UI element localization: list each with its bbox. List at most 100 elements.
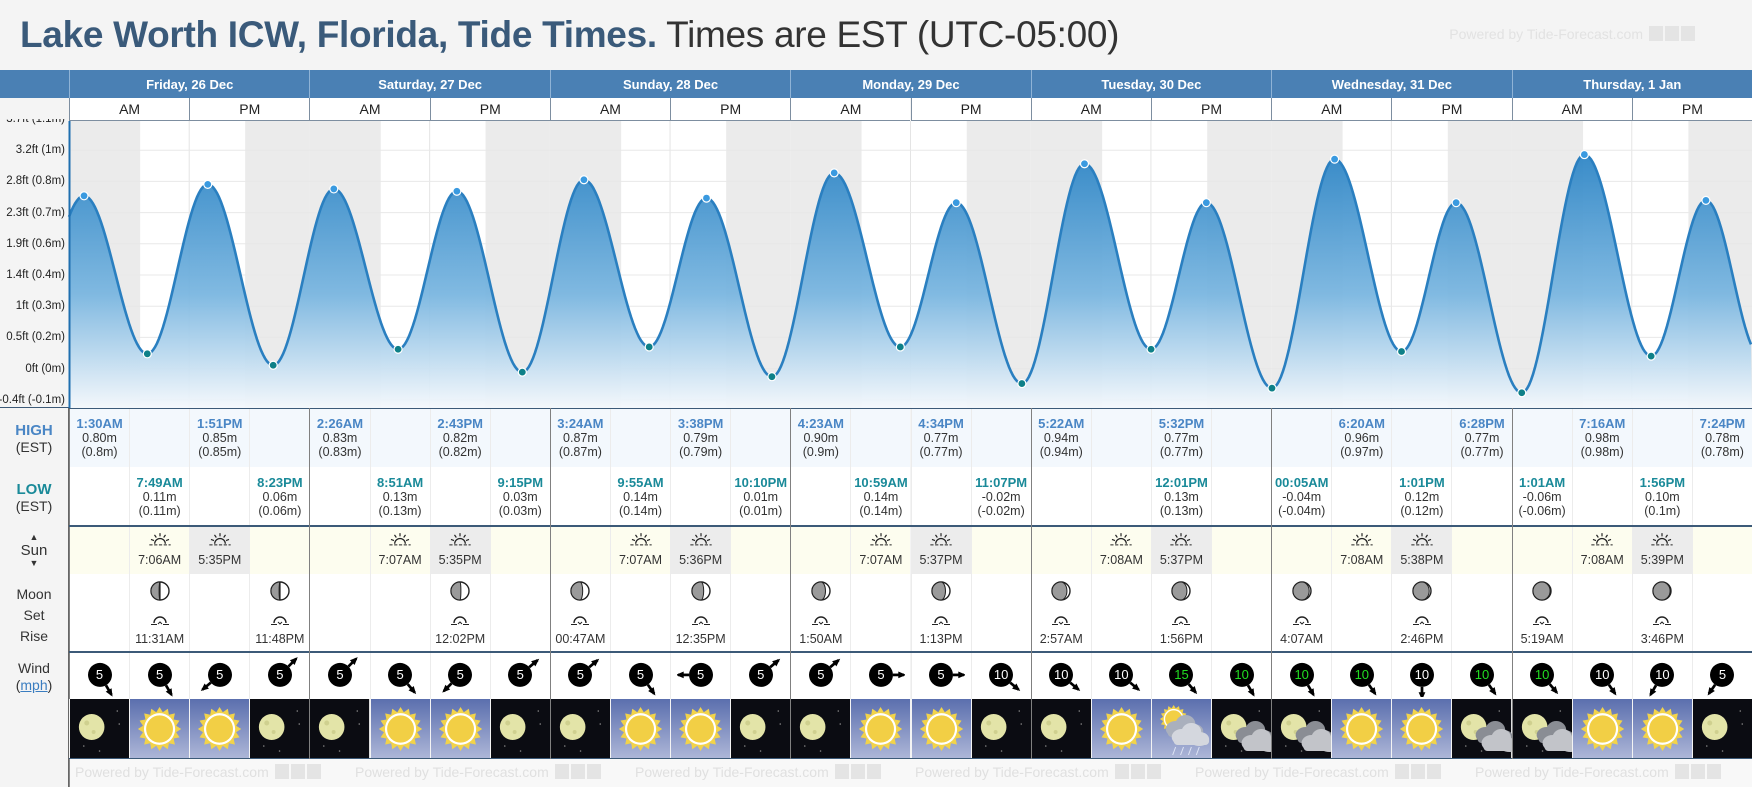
low-tide-point[interactable] bbox=[1517, 388, 1527, 398]
sun-cell: 5:37PM bbox=[1150, 526, 1212, 574]
high-tide-point[interactable] bbox=[1451, 198, 1461, 208]
low-tide-time: 10:59AM bbox=[854, 475, 908, 490]
low-tide-point[interactable] bbox=[1396, 346, 1407, 357]
moon-cell bbox=[730, 574, 791, 652]
high-tide-point[interactable] bbox=[579, 175, 589, 185]
moon-phase-icon bbox=[1532, 581, 1552, 601]
low-tide-point[interactable] bbox=[517, 367, 527, 377]
high-tide-height-alt: (0.77m) bbox=[1460, 445, 1504, 459]
sunset-icon bbox=[1651, 533, 1673, 546]
wind-speed: 5 bbox=[576, 666, 584, 682]
low-cell bbox=[549, 467, 610, 526]
low-tide-point[interactable] bbox=[767, 372, 777, 382]
header-corner-lower bbox=[0, 98, 69, 121]
wind-indicator: 10 bbox=[1218, 655, 1266, 697]
moonrise-time: 1:56PM bbox=[1159, 632, 1204, 646]
wind-indicator: 10 bbox=[977, 655, 1025, 697]
low-tide-point[interactable] bbox=[1146, 344, 1156, 354]
weather-cell bbox=[1572, 699, 1632, 759]
low-tide-point[interactable] bbox=[393, 344, 403, 354]
sunrise-time: 7:08AM bbox=[1099, 553, 1143, 567]
wind-direction-icon bbox=[1649, 662, 1675, 697]
high-cell: 2:26AM 0.83m (0.83m) bbox=[309, 408, 370, 467]
high-tide-point[interactable] bbox=[1201, 198, 1211, 208]
weather-night-icon bbox=[490, 699, 550, 759]
low-tide-point[interactable] bbox=[644, 342, 654, 352]
wind-unit-link[interactable]: mph bbox=[20, 677, 48, 693]
high-tide-point[interactable] bbox=[79, 191, 89, 201]
low-cell: 12:01PM 0.13m (0.13m) bbox=[1150, 467, 1212, 526]
wind-cell: 5 bbox=[730, 652, 791, 699]
low-tide-point[interactable] bbox=[895, 342, 905, 352]
moon-phase-icon bbox=[1171, 581, 1192, 601]
high-tide-point[interactable] bbox=[203, 179, 213, 189]
high-tide-point[interactable] bbox=[329, 184, 339, 194]
sun-label[interactable]: ▲ Sun ▼ bbox=[0, 526, 69, 574]
weather-cell bbox=[1272, 699, 1340, 759]
weather-day-icon bbox=[1091, 699, 1151, 759]
low-tide-height-alt: (0.13m) bbox=[378, 504, 422, 518]
high-tide-height-alt: (0.82m) bbox=[438, 445, 482, 459]
high-tide-point[interactable] bbox=[1579, 149, 1589, 160]
wind-indicator: 5 bbox=[136, 655, 184, 697]
high-tide-time: 1:51PM bbox=[196, 416, 243, 431]
low-tide-point[interactable] bbox=[142, 349, 152, 359]
low-tide-height: 0.14m bbox=[863, 490, 899, 504]
high-cell bbox=[369, 408, 430, 467]
wind-direction-icon bbox=[748, 658, 780, 687]
high-tide-point[interactable] bbox=[951, 198, 961, 208]
wind-speed: 5 bbox=[636, 666, 645, 682]
low-cell: 7:49AM 0.11m (0.11m) bbox=[129, 467, 190, 526]
moon-cell bbox=[1451, 574, 1512, 652]
low-tide-point[interactable] bbox=[1267, 383, 1277, 393]
wind-speed: 10 bbox=[1534, 666, 1550, 682]
moon-cell: 11:31AM bbox=[129, 574, 190, 652]
high-tide-point[interactable] bbox=[452, 186, 462, 196]
low-tide-point[interactable] bbox=[268, 360, 278, 370]
high-tide-height-alt: (0.98m) bbox=[1580, 445, 1624, 459]
high-cell bbox=[1211, 408, 1272, 467]
day-divider bbox=[790, 121, 792, 759]
powered-by-watermark: Powered by Tide-Forecast.com bbox=[1195, 764, 1443, 782]
sun-cell bbox=[309, 526, 370, 574]
moonset-time: 11:48PM bbox=[255, 632, 305, 646]
low-tide-height: 0.13m bbox=[382, 490, 418, 504]
tide-curve bbox=[67, 153, 1752, 395]
low-tide-point[interactable] bbox=[1017, 378, 1027, 389]
moon-cell: 2:57AM bbox=[1030, 574, 1091, 652]
moon-phase-icon bbox=[690, 581, 711, 601]
wind-cell: 5 bbox=[1691, 652, 1752, 699]
high-cell bbox=[1090, 408, 1151, 467]
low-tide-height-alt: (-0.04m) bbox=[1278, 504, 1326, 518]
sunset-icon bbox=[689, 533, 712, 546]
high-tide-point[interactable] bbox=[1701, 195, 1711, 205]
weather-day-icon bbox=[130, 699, 190, 759]
high-tide-point[interactable] bbox=[829, 168, 839, 178]
sun-cell bbox=[1271, 526, 1332, 574]
weather-day-icon bbox=[1572, 699, 1632, 759]
powered-by-watermark: Powered by Tide-Forecast.com bbox=[355, 764, 603, 782]
wind-indicator: 10 bbox=[1037, 655, 1085, 697]
high-tide-point[interactable] bbox=[701, 193, 712, 203]
high-tide-point[interactable] bbox=[1329, 154, 1340, 164]
high-tide-height: 0.87m bbox=[563, 431, 598, 445]
sun-cell bbox=[970, 526, 1031, 574]
low-tide-point[interactable] bbox=[1646, 351, 1656, 361]
pm-header: PM bbox=[910, 98, 1031, 121]
wind-speed: 5 bbox=[817, 666, 825, 682]
wind-indicator: 5 bbox=[797, 655, 845, 697]
weather-night-icon bbox=[250, 699, 310, 759]
sunrise-icon bbox=[870, 533, 892, 546]
high-tide-height: 0.77m bbox=[1464, 431, 1500, 445]
wind-direction-icon bbox=[1470, 662, 1497, 696]
sun-cell: 5:37PM bbox=[910, 526, 971, 574]
y-axis-label: 3.2ft (1m) bbox=[15, 144, 65, 157]
low-cell: 8:23PM 0.06m (0.06m) bbox=[249, 467, 310, 526]
weather-cell bbox=[490, 699, 550, 759]
sort-down-icon: ▼ bbox=[29, 558, 39, 568]
high-tide-time: 7:24PM bbox=[1699, 416, 1746, 431]
low-cell bbox=[1030, 467, 1091, 526]
wind-direction-icon bbox=[1409, 662, 1434, 700]
high-cell bbox=[1511, 408, 1572, 467]
high-tide-point[interactable] bbox=[1079, 159, 1090, 169]
